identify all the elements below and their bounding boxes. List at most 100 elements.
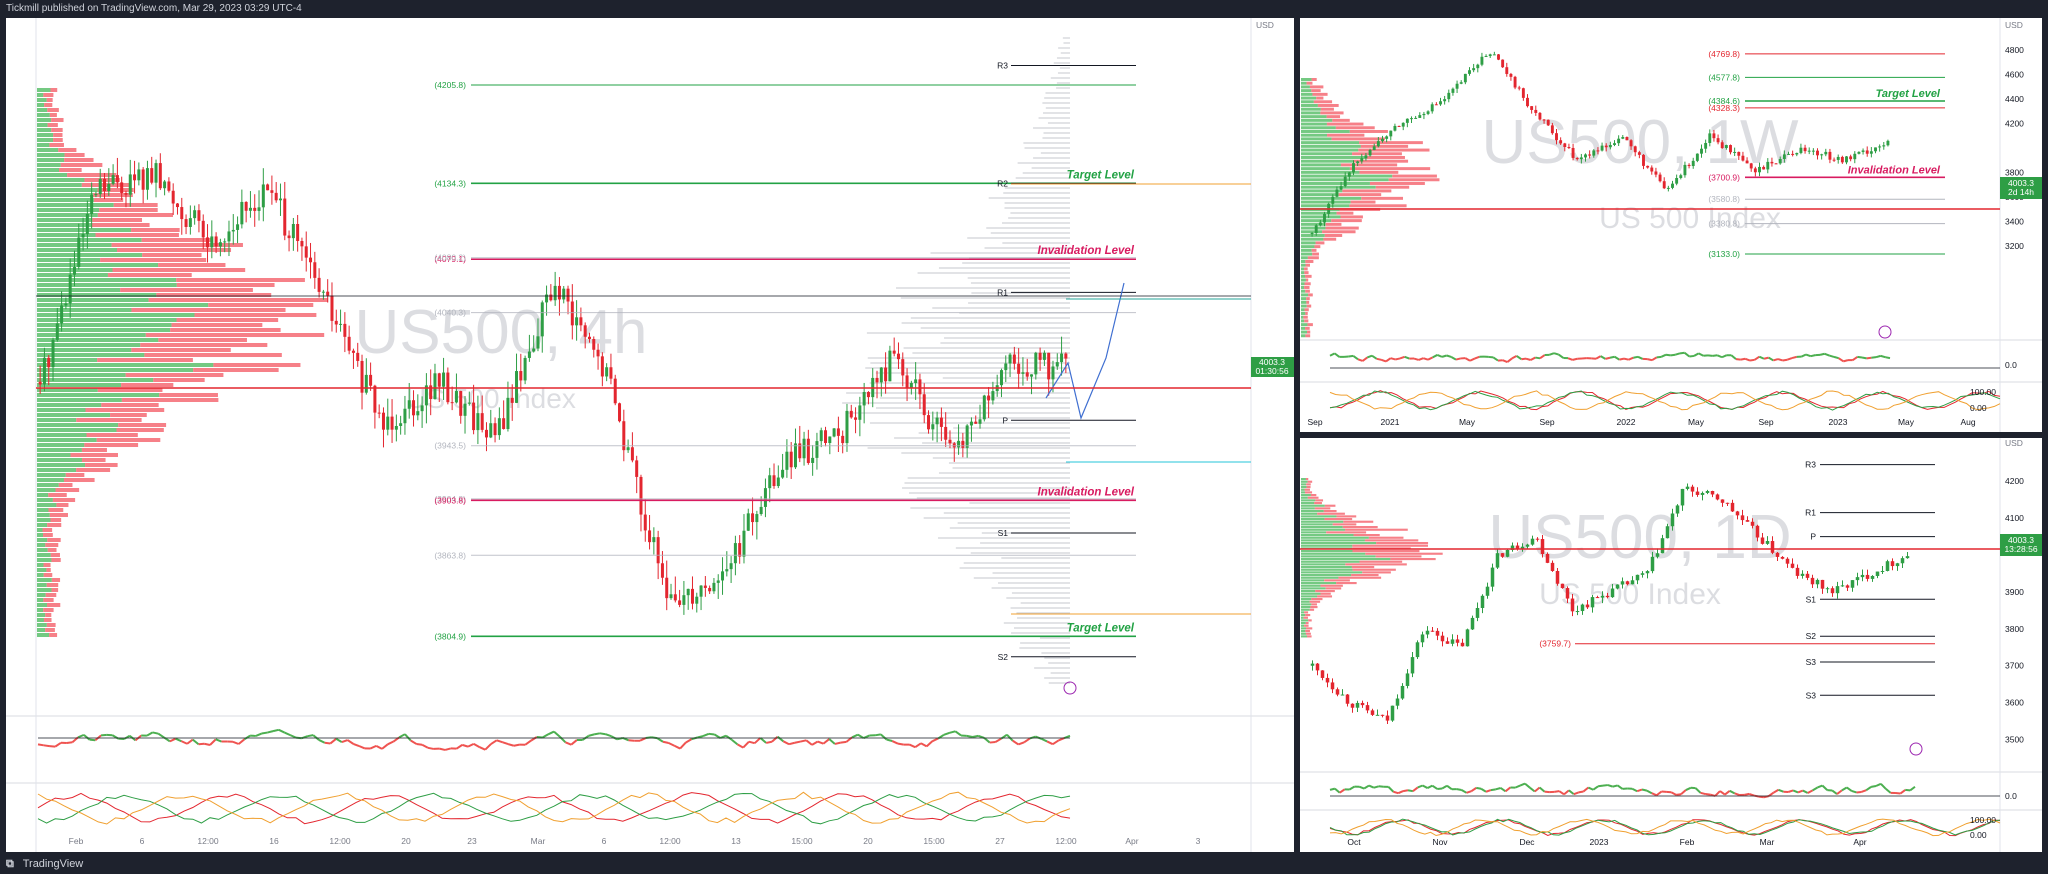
candle-body [1662,181,1666,189]
volume-profile-up-bar [37,88,51,92]
candle-body [1613,143,1616,145]
volume-profile-up-bar [37,473,66,477]
stochastic-line [1329,819,2001,837]
level-tag: Target Level [1067,169,1135,181]
oscillator-segment [1600,355,1606,360]
candle-body [1585,604,1590,608]
level-tag: Invalidation Level [1848,164,1941,176]
candle-body [309,257,313,263]
bar-countdown: 01:30:56 [1255,366,1288,376]
oscillator-segment [1534,786,1541,793]
volume-profile-up-bar [1301,611,1305,614]
candle-body [1513,76,1517,88]
candle-body [1590,597,1595,608]
oscillator-segment [284,731,291,737]
oscillator-segment [1880,354,1886,359]
candle-body [47,357,51,368]
chart-pane-4h[interactable]: US500, 4h US 500 Index R3 (4205.8) (4134.3) T… [6,18,1294,852]
volume-profile-down-bar [1305,632,1311,635]
oscillator-segment [1716,354,1723,359]
volume-profile-up-bar [1301,230,1323,234]
candle-body [1615,584,1620,589]
volume-profile-down-bar [49,513,68,517]
volume-profile-down-bar [213,363,301,367]
chart-weekly-svg[interactable]: US500, 1W US 500 Index (4769.8) (4577.8) (43… [1300,18,2042,432]
volume-profile-up-bar [1301,478,1306,481]
level-label: (3804.9) [434,631,466,641]
x-axis-tick: May [1459,417,1476,427]
volume-profile-up-bar [37,238,142,242]
candle-body [1480,56,1484,65]
volume-profile-down-bar [51,588,59,592]
level-label: (3943.5) [434,441,466,451]
oscillator-segment [335,737,343,743]
volume-profile-up-bar [37,383,122,387]
oscillator-segment [794,740,801,744]
candle-body [1434,104,1438,106]
volume-profile-down-bar [1351,574,1379,577]
volume-profile-up-bar [37,153,65,157]
volume-profile-down-bar [52,498,76,502]
x-axis-tick: Feb [1680,837,1695,847]
oscillator-segment [1633,355,1639,359]
volume-profile-down-bar [1375,185,1410,189]
chart-pane-daily[interactable]: US500, 1D US 500 Index R3 R1 P S1 S2 (3759.7) S3… [1300,438,2042,852]
candle-body [1370,710,1375,715]
volume-profile-down-bar [1308,293,1313,297]
chart-daily-svg[interactable]: US500, 1D US 500 Index R3 R1 P S1 S2 (3759.7) S3… [1300,438,2042,852]
oscillator-segment [1385,357,1392,363]
volume-profile-down-bar [1317,104,1339,107]
oscillator-segment [1607,784,1614,788]
volume-profile-down-bar [1314,502,1322,505]
candle-body [566,288,570,302]
candle-body [1410,657,1415,674]
volume-profile-up-bar [37,243,112,247]
candle-body [896,353,900,360]
volume-profile-up-bar [1301,312,1306,315]
oscillator-segment [198,742,205,746]
oscillator-segment [289,734,297,739]
volume-profile-down-bar [55,488,80,492]
oscillator-segment [89,738,96,742]
candle-body [313,262,317,278]
candle-body [1042,352,1046,360]
candle-body [1635,574,1640,581]
volume-profile-down-bar [1304,308,1309,312]
volume-profile-down-bar [58,148,77,152]
candle-body [1770,161,1774,164]
volume-profile-down-bar [1304,488,1310,491]
volume-profile-up-bar [37,548,48,552]
sub-watermark: US 500 Index [1599,202,1781,235]
volume-profile-down-bar [51,128,63,132]
oscillator-segment [318,739,326,744]
level-label: P [1810,532,1816,542]
footer-brand[interactable]: TradingView [22,858,84,870]
candle-body [1380,714,1385,716]
volume-profile-up-bar [37,443,85,447]
candle-body [1605,595,1610,598]
volume-profile-up-bar [37,583,47,587]
oscillator-segment [1490,788,1496,792]
volume-profile-down-bar [85,408,165,412]
candle-body [673,594,677,601]
volume-profile-up-bar [1301,278,1306,282]
candle-body [1865,574,1870,579]
volume-profile-up-bar [37,208,100,212]
volume-profile-down-bar [112,268,246,272]
volume-profile-down-bar [1305,312,1308,315]
chart-pane-weekly[interactable]: US500, 1W US 500 Index (4769.8) (4577.8) (43… [1300,18,2042,432]
candle-body [403,408,407,424]
candle-body [763,488,767,507]
candle-body [1592,150,1596,156]
oscillator-segment [1768,356,1774,362]
candle-body [815,441,819,458]
oscillator-segment [805,739,813,746]
volume-profile-down-bar [43,93,54,97]
volume-profile-down-bar [1305,289,1310,293]
volume-profile-up-bar [1301,600,1310,603]
candle-body [527,351,531,358]
candle-body [296,223,300,242]
candle-body [1579,157,1583,160]
oscillator-segment [1646,789,1653,795]
